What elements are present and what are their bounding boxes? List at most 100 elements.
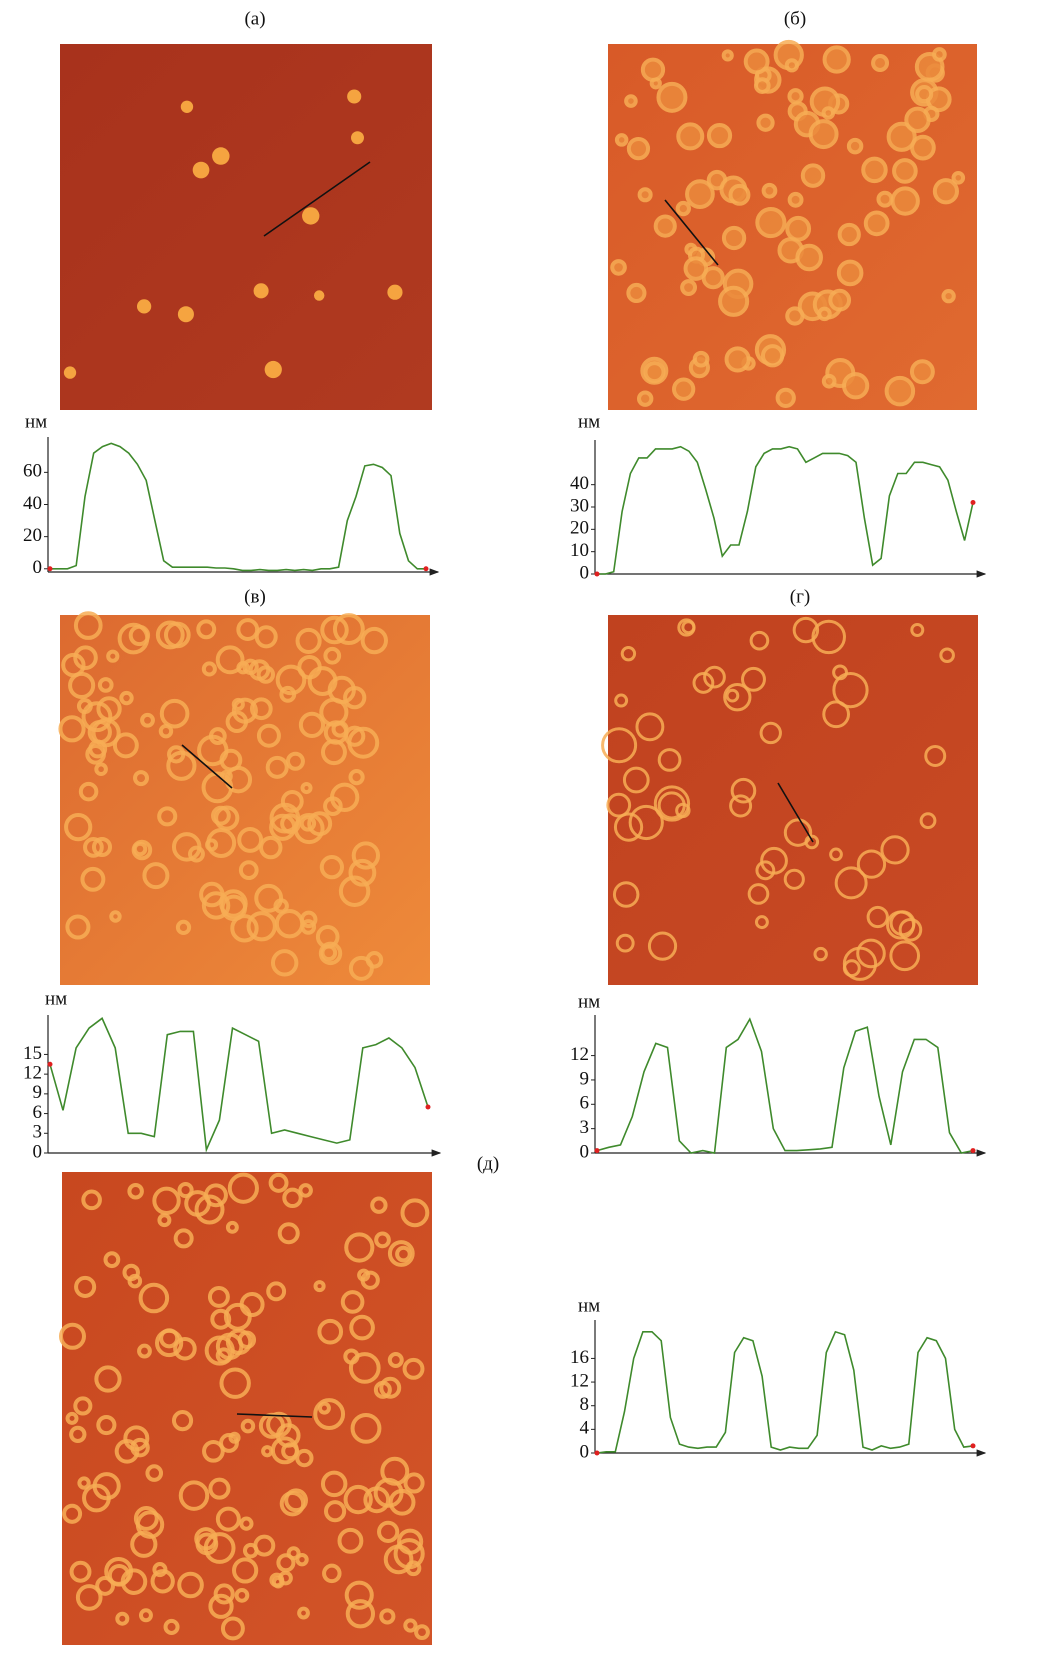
ring	[614, 133, 629, 147]
ring	[656, 81, 688, 113]
ring	[64, 813, 93, 842]
ring	[81, 1189, 102, 1211]
ring	[817, 306, 832, 322]
ring	[414, 1624, 430, 1641]
ring	[300, 782, 313, 795]
ring	[261, 1445, 274, 1458]
panel-title: (г)	[790, 586, 810, 607]
ring	[83, 837, 104, 858]
particle	[177, 306, 194, 323]
ring	[349, 1314, 375, 1341]
afm-image	[601, 615, 978, 985]
ring	[345, 1599, 376, 1629]
ring	[348, 769, 365, 786]
ring	[271, 1575, 285, 1589]
ring	[724, 346, 751, 373]
ring	[201, 891, 231, 920]
ring	[73, 1396, 93, 1416]
endpoint	[970, 1148, 976, 1154]
y-tick-label: 12	[570, 1044, 589, 1065]
ring	[753, 77, 771, 94]
ring	[951, 170, 966, 185]
y-tick-label: 12	[23, 1063, 42, 1084]
particle	[253, 283, 269, 299]
ring	[795, 243, 823, 272]
ring	[286, 1546, 301, 1561]
ring	[61, 652, 86, 678]
ring	[81, 701, 113, 733]
y-tick-label: 60	[23, 461, 42, 482]
ring	[114, 1438, 140, 1464]
ring	[130, 1437, 150, 1458]
ring	[188, 845, 205, 863]
ring	[313, 1280, 326, 1293]
endpoint	[47, 566, 53, 572]
ring	[834, 866, 868, 900]
ring	[380, 1456, 410, 1486]
ring	[643, 361, 666, 384]
ring	[813, 946, 828, 962]
ring	[159, 698, 190, 729]
endpoint	[425, 1104, 431, 1110]
ring	[636, 390, 654, 407]
ring	[163, 1618, 180, 1635]
ring	[785, 306, 805, 326]
ring	[215, 645, 245, 675]
ring	[120, 1568, 148, 1595]
y-tick-label: 30	[570, 495, 589, 516]
endpoint	[47, 1061, 53, 1067]
ring	[75, 1584, 103, 1611]
ring	[880, 835, 910, 865]
profile-line	[596, 1017, 974, 1154]
y-tick-label: 0	[33, 1141, 43, 1162]
y-tick-label: 3	[580, 1117, 590, 1138]
ring	[886, 121, 917, 152]
ring	[94, 1365, 122, 1393]
ring	[73, 645, 98, 671]
ring	[626, 282, 647, 304]
ring	[122, 1263, 140, 1282]
panel-title: (б)	[784, 8, 806, 29]
ring	[74, 1275, 97, 1298]
ring	[343, 1348, 360, 1365]
y-tick-label: 9	[580, 1068, 590, 1089]
panel-title: (д)	[477, 1153, 499, 1174]
ring	[65, 1411, 79, 1425]
ring	[173, 1228, 194, 1249]
ring	[155, 620, 185, 650]
ring	[374, 1231, 391, 1249]
ring	[239, 1516, 254, 1531]
ring	[280, 813, 301, 835]
ring	[723, 683, 752, 712]
ring	[898, 917, 923, 942]
ring	[85, 743, 106, 765]
ring	[626, 137, 651, 161]
ring	[219, 1433, 239, 1453]
y-tick-label: 3	[33, 1122, 43, 1143]
ring	[106, 649, 120, 663]
ring	[754, 915, 769, 930]
ring	[800, 163, 826, 188]
ring	[138, 1282, 170, 1314]
ring	[73, 611, 103, 640]
ring	[298, 1183, 313, 1198]
ring	[884, 375, 916, 407]
ring	[152, 1186, 181, 1216]
ring	[224, 765, 253, 794]
ring	[157, 806, 178, 827]
y-tick-label: 4	[580, 1418, 590, 1439]
ring	[219, 1367, 251, 1399]
ring	[808, 119, 839, 150]
ring	[138, 1608, 153, 1623]
y-tick-label: 8	[580, 1394, 590, 1415]
ring	[96, 1414, 117, 1436]
ring	[821, 106, 836, 120]
ring	[348, 858, 377, 887]
ring	[207, 1285, 230, 1308]
ring	[320, 944, 338, 962]
ring	[254, 625, 278, 649]
ring	[266, 1281, 287, 1302]
ring	[202, 1439, 225, 1463]
ring	[400, 1198, 430, 1228]
y-tick-label: 9	[33, 1082, 43, 1103]
